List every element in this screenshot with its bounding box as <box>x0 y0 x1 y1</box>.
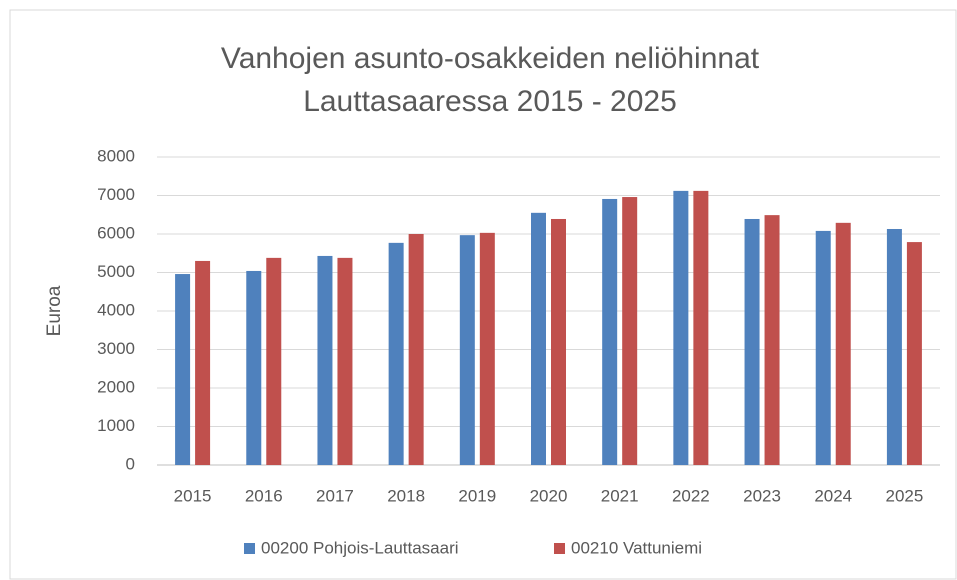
chart-title: Vanhojen asunto-osakkeiden neliöhinnat <box>221 42 760 75</box>
x-tick-label: 2023 <box>743 486 781 505</box>
y-tick-label: 8000 <box>97 146 135 165</box>
bar <box>266 257 282 465</box>
y-tick-label: 4000 <box>97 300 135 319</box>
bar <box>906 242 922 465</box>
chart-title: Lauttasaaressa 2015 - 2025 <box>303 85 677 118</box>
y-tick-label: 0 <box>126 454 135 473</box>
y-tick-label: 3000 <box>97 339 135 358</box>
bar <box>195 260 211 465</box>
legend-swatch <box>244 543 255 554</box>
y-tick-label: 7000 <box>97 185 135 204</box>
bar <box>815 230 831 465</box>
bar <box>744 218 760 465</box>
bar <box>337 257 353 465</box>
x-tick-label: 2016 <box>245 486 283 505</box>
bar <box>479 232 495 465</box>
bar <box>764 215 780 465</box>
bar <box>246 270 262 465</box>
x-tick-label: 2024 <box>814 486 852 505</box>
x-tick-label: 2019 <box>458 486 496 505</box>
bar <box>388 242 404 465</box>
bar <box>835 222 851 465</box>
x-tick-label: 2022 <box>672 486 710 505</box>
bar <box>693 190 709 465</box>
x-tick-label: 2021 <box>601 486 639 505</box>
x-tick-label: 2020 <box>530 486 568 505</box>
bar <box>673 190 689 465</box>
y-axis-label: Euroa <box>44 285 65 336</box>
bar <box>459 235 475 465</box>
x-tick-label: 2025 <box>885 486 923 505</box>
bar <box>602 198 618 465</box>
y-tick-label: 2000 <box>97 377 135 396</box>
legend-swatch <box>554 543 565 554</box>
bar <box>886 228 902 465</box>
bar <box>531 212 546 465</box>
x-tick-label: 2018 <box>387 486 425 505</box>
bar <box>551 218 566 465</box>
y-tick-label: 1000 <box>97 416 135 435</box>
bar <box>317 255 333 465</box>
bar <box>622 197 638 466</box>
bar <box>408 234 424 465</box>
x-tick-label: 2017 <box>316 486 354 505</box>
x-tick-label: 2015 <box>174 486 212 505</box>
y-tick-label: 5000 <box>97 262 135 281</box>
bar <box>175 274 191 465</box>
legend-label: 00210 Vattuniemi <box>571 538 702 557</box>
y-tick-label: 6000 <box>97 223 135 242</box>
legend-label: 00200 Pohjois-Lauttasaari <box>261 538 459 557</box>
